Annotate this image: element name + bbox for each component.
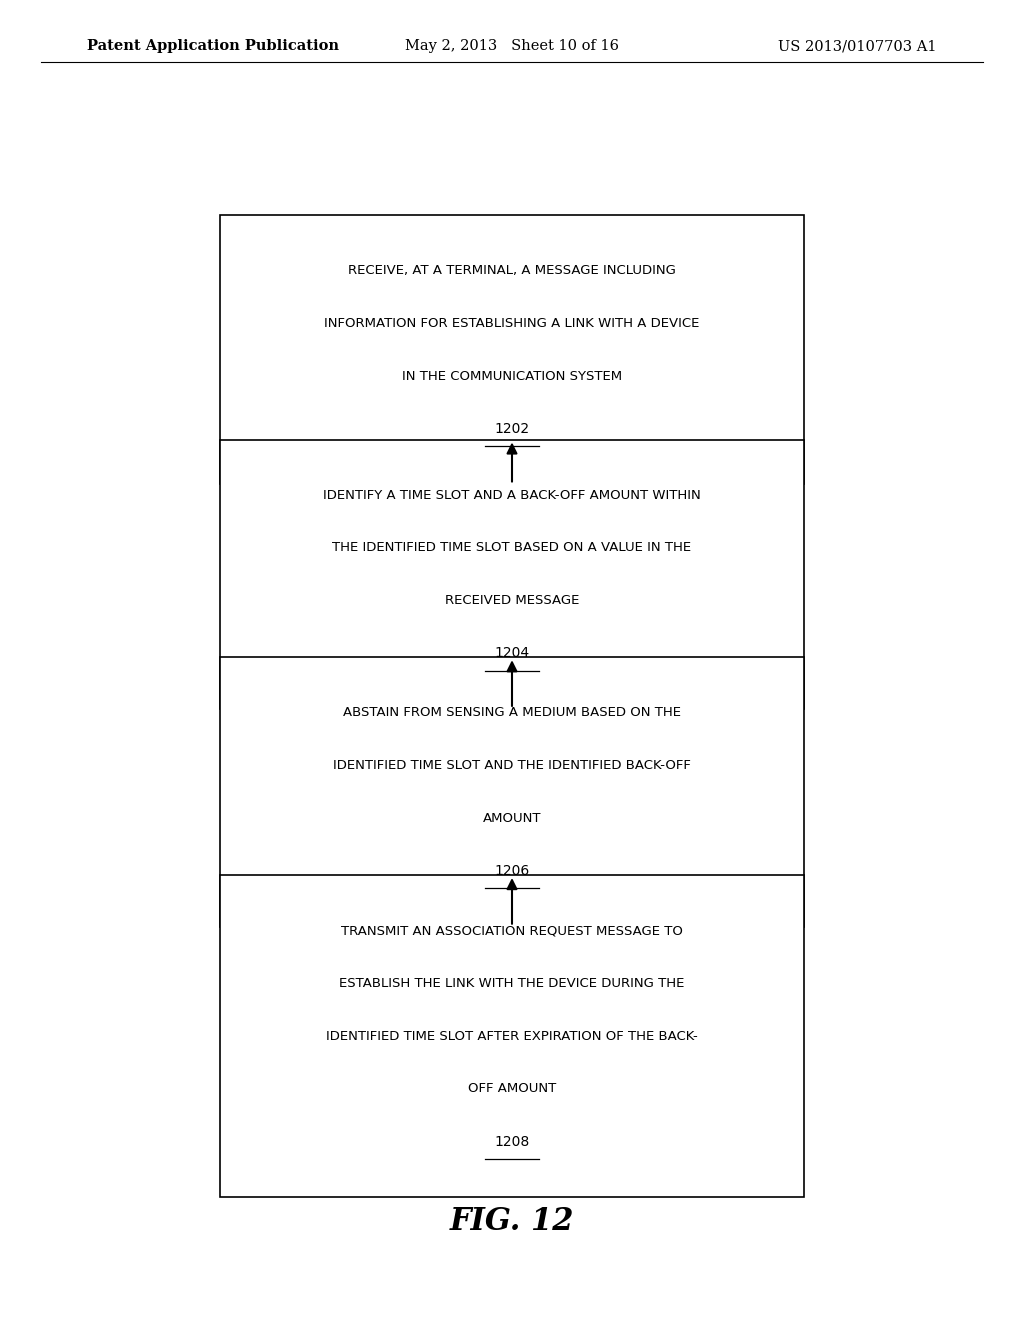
- Text: TRANSMIT AN ASSOCIATION REQUEST MESSAGE TO: TRANSMIT AN ASSOCIATION REQUEST MESSAGE …: [341, 924, 683, 937]
- Text: 1202: 1202: [495, 422, 529, 436]
- Text: AMOUNT: AMOUNT: [482, 812, 542, 825]
- Text: May 2, 2013   Sheet 10 of 16: May 2, 2013 Sheet 10 of 16: [406, 40, 618, 53]
- Text: IDENTIFIED TIME SLOT AFTER EXPIRATION OF THE BACK-: IDENTIFIED TIME SLOT AFTER EXPIRATION OF…: [326, 1030, 698, 1043]
- Text: IDENTIFIED TIME SLOT AND THE IDENTIFIED BACK-OFF: IDENTIFIED TIME SLOT AND THE IDENTIFIED …: [333, 759, 691, 772]
- Text: US 2013/0107703 A1: US 2013/0107703 A1: [778, 40, 937, 53]
- FancyBboxPatch shape: [220, 215, 804, 484]
- Text: IN THE COMMUNICATION SYSTEM: IN THE COMMUNICATION SYSTEM: [402, 370, 622, 383]
- Text: INFORMATION FOR ESTABLISHING A LINK WITH A DEVICE: INFORMATION FOR ESTABLISHING A LINK WITH…: [325, 317, 699, 330]
- FancyBboxPatch shape: [220, 657, 804, 927]
- Text: OFF AMOUNT: OFF AMOUNT: [468, 1082, 556, 1096]
- Text: 1208: 1208: [495, 1135, 529, 1148]
- FancyBboxPatch shape: [220, 875, 804, 1197]
- Text: IDENTIFY A TIME SLOT AND A BACK-OFF AMOUNT WITHIN: IDENTIFY A TIME SLOT AND A BACK-OFF AMOU…: [324, 488, 700, 502]
- Text: ESTABLISH THE LINK WITH THE DEVICE DURING THE: ESTABLISH THE LINK WITH THE DEVICE DURIN…: [339, 977, 685, 990]
- Text: 1206: 1206: [495, 865, 529, 878]
- Text: 1204: 1204: [495, 647, 529, 660]
- Text: Patent Application Publication: Patent Application Publication: [87, 40, 339, 53]
- Text: THE IDENTIFIED TIME SLOT BASED ON A VALUE IN THE: THE IDENTIFIED TIME SLOT BASED ON A VALU…: [333, 541, 691, 554]
- Text: FIG. 12: FIG. 12: [450, 1205, 574, 1237]
- Text: RECEIVE, AT A TERMINAL, A MESSAGE INCLUDING: RECEIVE, AT A TERMINAL, A MESSAGE INCLUD…: [348, 264, 676, 277]
- Text: ABSTAIN FROM SENSING A MEDIUM BASED ON THE: ABSTAIN FROM SENSING A MEDIUM BASED ON T…: [343, 706, 681, 719]
- Text: RECEIVED MESSAGE: RECEIVED MESSAGE: [444, 594, 580, 607]
- FancyBboxPatch shape: [220, 440, 804, 709]
